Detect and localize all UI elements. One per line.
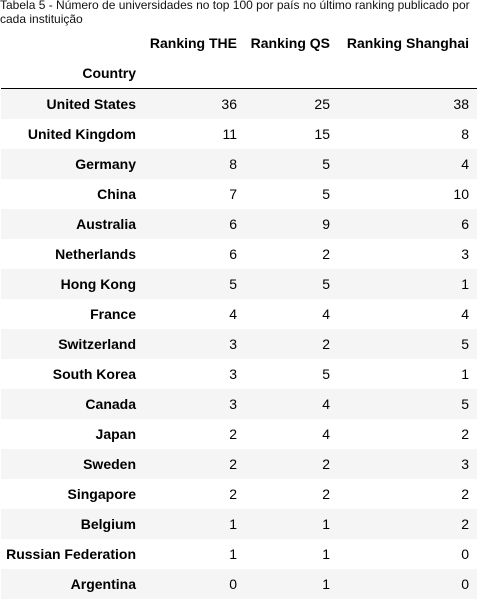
ranking-qs-cell: 15 bbox=[245, 119, 338, 149]
country-cell: China bbox=[1, 179, 144, 209]
ranking-qs-cell: 5 bbox=[245, 269, 338, 299]
ranking-qs-cell: 1 bbox=[245, 539, 338, 569]
ranking-the-cell: 2 bbox=[144, 419, 245, 449]
country-cell: Sweden bbox=[1, 449, 144, 479]
index-header-row: Country bbox=[1, 58, 477, 89]
ranking-qs-cell: 2 bbox=[245, 479, 338, 509]
country-cell: Hong Kong bbox=[1, 269, 144, 299]
ranking-shanghai-cell: 0 bbox=[338, 569, 477, 599]
table-header: Ranking THE Ranking QS Ranking Shanghai … bbox=[1, 28, 477, 89]
country-cell: Japan bbox=[1, 419, 144, 449]
ranking-qs-cell: 5 bbox=[245, 179, 338, 209]
ranking-shanghai-cell: 1 bbox=[338, 359, 477, 389]
ranking-shanghai-cell: 10 bbox=[338, 179, 477, 209]
ranking-qs-cell: 9 bbox=[245, 209, 338, 239]
ranking-shanghai-cell: 3 bbox=[338, 449, 477, 479]
ranking-qs-cell: 4 bbox=[245, 299, 338, 329]
ranking-qs-cell: 2 bbox=[245, 449, 338, 479]
ranking-shanghai-cell: 2 bbox=[338, 419, 477, 449]
ranking-shanghai-cell: 6 bbox=[338, 209, 477, 239]
country-cell: South Korea bbox=[1, 359, 144, 389]
column-header-shanghai: Ranking Shanghai bbox=[338, 28, 477, 58]
ranking-qs-cell: 1 bbox=[245, 569, 338, 599]
ranking-the-cell: 0 bbox=[144, 569, 245, 599]
country-cell: Singapore bbox=[1, 479, 144, 509]
ranking-the-cell: 8 bbox=[144, 149, 245, 179]
ranking-shanghai-cell: 5 bbox=[338, 389, 477, 419]
ranking-shanghai-cell: 4 bbox=[338, 149, 477, 179]
ranking-shanghai-cell: 2 bbox=[338, 479, 477, 509]
country-cell: France bbox=[1, 299, 144, 329]
ranking-qs-cell: 4 bbox=[245, 419, 338, 449]
country-cell: Russian Federation bbox=[1, 539, 144, 569]
header-empty-cell bbox=[245, 58, 338, 89]
ranking-qs-cell: 5 bbox=[245, 149, 338, 179]
ranking-the-cell: 5 bbox=[144, 269, 245, 299]
ranking-shanghai-cell: 1 bbox=[338, 269, 477, 299]
ranking-the-cell: 36 bbox=[144, 89, 245, 120]
ranking-shanghai-cell: 3 bbox=[338, 239, 477, 269]
country-cell: Germany bbox=[1, 149, 144, 179]
country-cell: Switzerland bbox=[1, 329, 144, 359]
ranking-the-cell: 6 bbox=[144, 209, 245, 239]
ranking-shanghai-cell: 4 bbox=[338, 299, 477, 329]
country-cell: Argentina bbox=[1, 569, 144, 599]
header-empty-cell bbox=[338, 58, 477, 89]
ranking-the-cell: 1 bbox=[144, 539, 245, 569]
ranking-qs-cell: 2 bbox=[245, 239, 338, 269]
country-cell: Belgium bbox=[1, 509, 144, 539]
country-cell: Canada bbox=[1, 389, 144, 419]
column-header-country: Country bbox=[1, 58, 144, 89]
ranking-qs-cell: 4 bbox=[245, 389, 338, 419]
ranking-shanghai-cell: 38 bbox=[338, 89, 477, 120]
ranking-qs-cell: 1 bbox=[245, 509, 338, 539]
ranking-shanghai-cell: 0 bbox=[338, 539, 477, 569]
ranking-the-cell: 3 bbox=[144, 359, 245, 389]
column-header-qs: Ranking QS bbox=[245, 28, 338, 58]
ranking-shanghai-cell: 5 bbox=[338, 329, 477, 359]
table-caption: Tabela 5 - Número de universidades no to… bbox=[0, 0, 477, 26]
country-cell: Netherlands bbox=[1, 239, 144, 269]
ranking-qs-cell: 25 bbox=[245, 89, 338, 120]
ranking-table: Ranking THE Ranking QS Ranking Shanghai … bbox=[1, 28, 477, 599]
country-cell: Australia bbox=[1, 209, 144, 239]
ranking-shanghai-cell: 8 bbox=[338, 119, 477, 149]
ranking-qs-cell: 2 bbox=[245, 329, 338, 359]
column-header-the: Ranking THE bbox=[144, 28, 245, 58]
ranking-the-cell: 4 bbox=[144, 299, 245, 329]
country-cell: United Kingdom bbox=[1, 119, 144, 149]
ranking-the-cell: 1 bbox=[144, 509, 245, 539]
ranking-the-cell: 11 bbox=[144, 119, 245, 149]
header-row: Ranking THE Ranking QS Ranking Shanghai bbox=[1, 28, 477, 58]
country-cell: United States bbox=[1, 89, 144, 120]
header-empty-cell bbox=[1, 28, 144, 58]
ranking-shanghai-cell: 2 bbox=[338, 509, 477, 539]
ranking-the-cell: 2 bbox=[144, 449, 245, 479]
header-empty-cell bbox=[144, 58, 245, 89]
ranking-qs-cell: 5 bbox=[245, 359, 338, 389]
ranking-the-cell: 3 bbox=[144, 389, 245, 419]
ranking-the-cell: 2 bbox=[144, 479, 245, 509]
ranking-the-cell: 3 bbox=[144, 329, 245, 359]
ranking-the-cell: 6 bbox=[144, 239, 245, 269]
ranking-the-cell: 7 bbox=[144, 179, 245, 209]
